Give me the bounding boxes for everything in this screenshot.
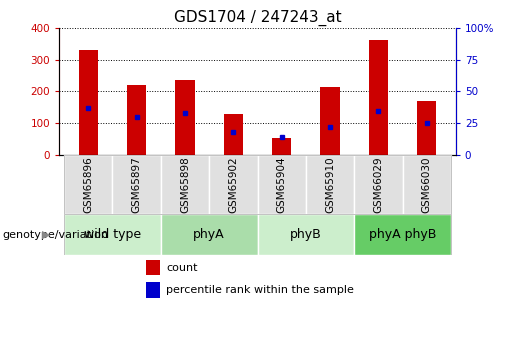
Text: count: count bbox=[166, 263, 198, 273]
Text: GSM66030: GSM66030 bbox=[422, 156, 432, 213]
Bar bbox=[272, 138, 291, 155]
Bar bbox=[258, 155, 306, 214]
Text: ▶: ▶ bbox=[42, 230, 50, 239]
Text: percentile rank within the sample: percentile rank within the sample bbox=[166, 285, 354, 295]
Bar bbox=[161, 214, 258, 255]
Bar bbox=[161, 155, 209, 214]
Bar bbox=[320, 87, 340, 155]
Text: GSM65902: GSM65902 bbox=[228, 156, 238, 213]
Text: wild type: wild type bbox=[84, 228, 141, 241]
Bar bbox=[112, 155, 161, 214]
Text: GSM66029: GSM66029 bbox=[373, 156, 383, 213]
Bar bbox=[224, 114, 243, 155]
Text: phyA: phyA bbox=[193, 228, 225, 241]
Text: GSM65898: GSM65898 bbox=[180, 156, 190, 213]
Bar bbox=[354, 214, 451, 255]
Text: GSM65904: GSM65904 bbox=[277, 156, 287, 213]
Bar bbox=[403, 155, 451, 214]
Bar bbox=[146, 260, 160, 275]
Bar bbox=[354, 155, 403, 214]
Bar bbox=[64, 214, 161, 255]
Text: genotype/variation: genotype/variation bbox=[3, 230, 109, 239]
Bar bbox=[258, 214, 354, 255]
Text: phyA phyB: phyA phyB bbox=[369, 228, 436, 241]
Bar bbox=[175, 80, 195, 155]
Bar bbox=[209, 155, 258, 214]
Bar bbox=[306, 155, 354, 214]
Bar bbox=[146, 282, 160, 298]
Title: GDS1704 / 247243_at: GDS1704 / 247243_at bbox=[174, 10, 341, 26]
Bar bbox=[79, 50, 98, 155]
Text: GSM65910: GSM65910 bbox=[325, 156, 335, 213]
Bar bbox=[127, 85, 146, 155]
Text: phyB: phyB bbox=[290, 228, 322, 241]
Text: GSM65896: GSM65896 bbox=[83, 156, 93, 213]
Bar bbox=[64, 155, 112, 214]
Bar bbox=[417, 101, 436, 155]
Bar bbox=[369, 40, 388, 155]
Text: GSM65897: GSM65897 bbox=[132, 156, 142, 213]
